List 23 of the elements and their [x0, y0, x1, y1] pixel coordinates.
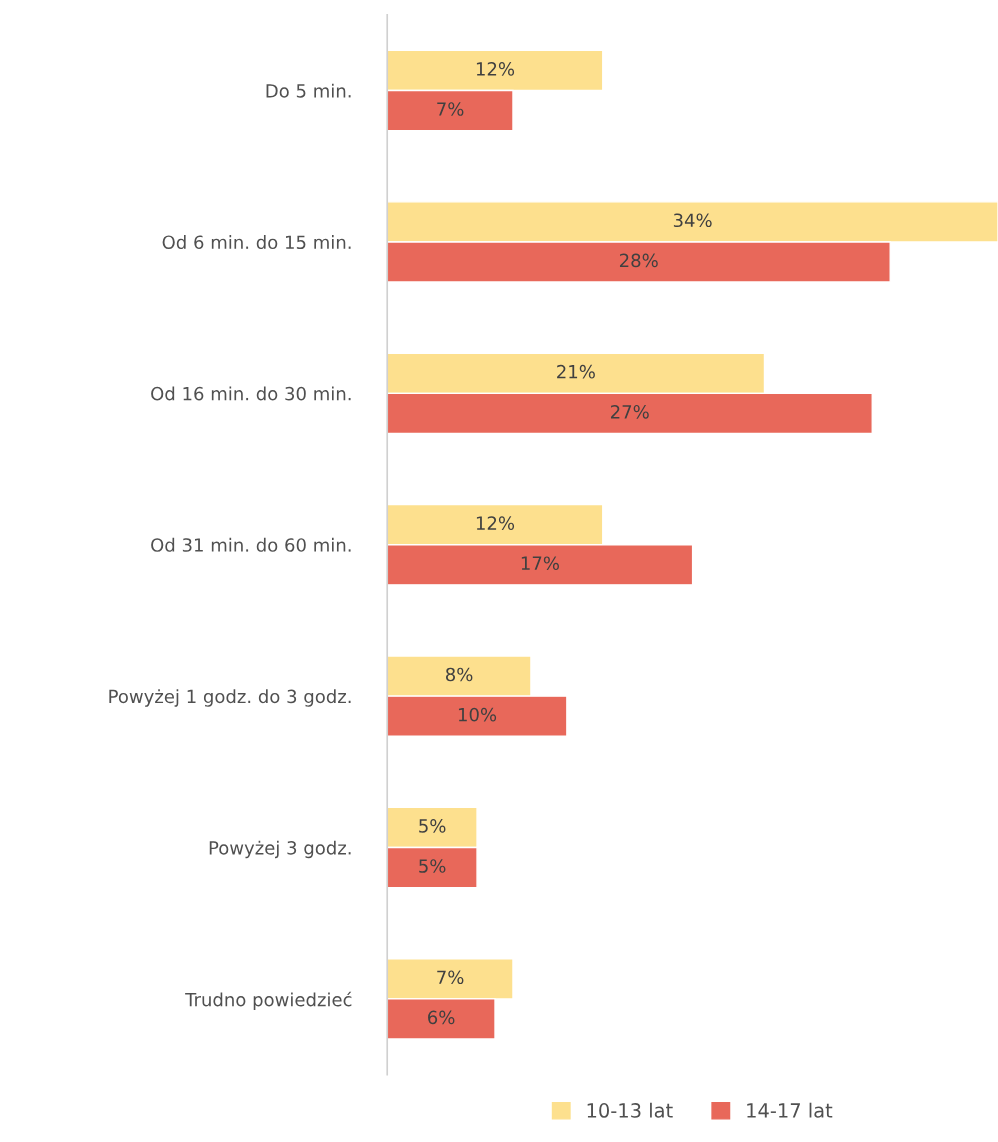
- data-label: 34%: [673, 213, 712, 228]
- data-label: 5%: [419, 859, 446, 873]
- data-label: 7%: [437, 970, 464, 985]
- legend-label: 14-17 lat: [747, 1102, 833, 1118]
- y-tick-label: Powyżej 3 godz.: [209, 840, 351, 859]
- data-label: 21%: [557, 364, 595, 379]
- data-label: 6%: [428, 1010, 455, 1025]
- data-label: 12%: [476, 62, 515, 76]
- data-label: 28%: [619, 253, 658, 268]
- data-label: 12%: [476, 516, 515, 530]
- y-tick-label: Powyżej 1 godz. do 3 godz.: [109, 689, 351, 707]
- y-tick-label: Do 5 min.: [266, 83, 351, 98]
- data-label: 7%: [437, 102, 464, 116]
- data-label: 17%: [521, 556, 559, 571]
- data-label: 27%: [611, 404, 649, 419]
- legend-label: 10-13 lat: [587, 1102, 673, 1118]
- y-tick-label: Od 6 min. do 15 min.: [162, 235, 351, 250]
- data-label: 8%: [445, 667, 473, 682]
- y-tick-label: Od 31 min. do 60 min.: [151, 537, 351, 552]
- y-tick-label: Trudno powiedzieć: [185, 991, 352, 1010]
- data-label: 5%: [419, 819, 446, 833]
- y-tick-label: Od 16 min. do 30 min.: [151, 386, 351, 401]
- data-label: 10%: [458, 707, 497, 722]
